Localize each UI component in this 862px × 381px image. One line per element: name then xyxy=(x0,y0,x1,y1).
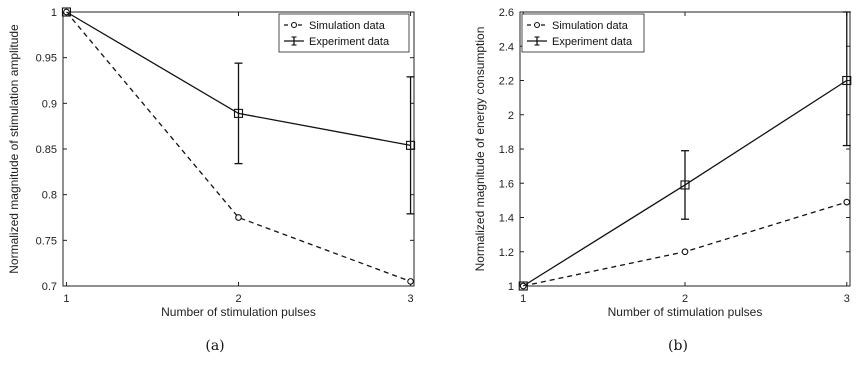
y-tick-label: 0.8 xyxy=(42,190,57,202)
x-tick-label: 3 xyxy=(407,293,413,305)
series-simulation xyxy=(519,198,851,290)
x-tick-label: 2 xyxy=(235,293,241,305)
x-axis-label: Number of stimulation pulses xyxy=(161,305,316,319)
data-point xyxy=(681,248,689,256)
x-tick-label: 3 xyxy=(844,293,850,305)
y-tick-label: 0.75 xyxy=(36,235,57,247)
y-tick-label: 2.4 xyxy=(499,41,514,53)
data-point xyxy=(407,278,414,285)
y-tick-label: 1.4 xyxy=(499,213,514,225)
chart-panel-1: 1 2 3 0.7 0.75 0.8 0.85 0.9 0.95 1 Number of stimu… xyxy=(7,7,416,354)
legend-label: Experiment data xyxy=(309,36,390,48)
data-point xyxy=(518,281,528,291)
legend-label: Simulation data xyxy=(552,20,629,32)
y-tick-label: 2.2 xyxy=(499,76,514,88)
y-axis-label: Normalized magnitude of energy consumpti… xyxy=(473,27,487,272)
legend-box xyxy=(278,13,410,53)
y-tick-label: 0.95 xyxy=(36,53,57,65)
series-experiment xyxy=(61,7,416,215)
y-tick-label: 2.6 xyxy=(499,7,514,19)
data-point xyxy=(61,7,71,17)
x-tick-label: 1 xyxy=(520,293,526,305)
legend-label: Simulation data xyxy=(309,20,386,32)
legend-box xyxy=(521,13,645,53)
series-line xyxy=(65,11,411,283)
y-tick-label: 0.85 xyxy=(36,144,57,156)
legend: Simulation data Experiment data xyxy=(521,13,645,53)
chart-panel-2: 1 2 3 1 1.2 1.4 1.6 1.8 2 2.2 2.4 2.6 Number of stim… xyxy=(473,7,852,354)
data-point xyxy=(843,198,851,206)
data-point xyxy=(680,180,690,190)
x-axis-label: Number of stimulation pulses xyxy=(608,305,763,319)
y-tick-label: 0.7 xyxy=(42,281,57,293)
data-point xyxy=(233,108,244,118)
legend: Simulation data Experiment data xyxy=(278,13,410,53)
plot-area-frame xyxy=(519,11,851,287)
data-point xyxy=(406,140,416,150)
y-axis-label: Normalized magnitude of stimulation ampl… xyxy=(7,24,21,274)
legend-marker xyxy=(290,21,298,29)
legend-marker xyxy=(533,21,541,29)
data-point xyxy=(842,75,852,86)
legend-label: Experiment data xyxy=(552,36,633,48)
x-tick-label: 2 xyxy=(682,293,688,305)
y-tick-label: 1 xyxy=(51,7,57,19)
panel-caption: (a) xyxy=(205,338,224,354)
panel-caption: (b) xyxy=(668,338,688,354)
y-tick-label: 1.2 xyxy=(499,247,514,259)
y-tick-label: 1 xyxy=(508,281,514,293)
series-experiment xyxy=(518,11,852,291)
y-tick-label: 1.8 xyxy=(499,144,514,156)
y-tick-label: 2 xyxy=(508,110,514,122)
data-point xyxy=(235,214,242,221)
y-tick-label: 1.6 xyxy=(499,178,514,190)
y-tick-label: 0.9 xyxy=(42,98,57,110)
x-tick-label: 1 xyxy=(63,293,69,305)
